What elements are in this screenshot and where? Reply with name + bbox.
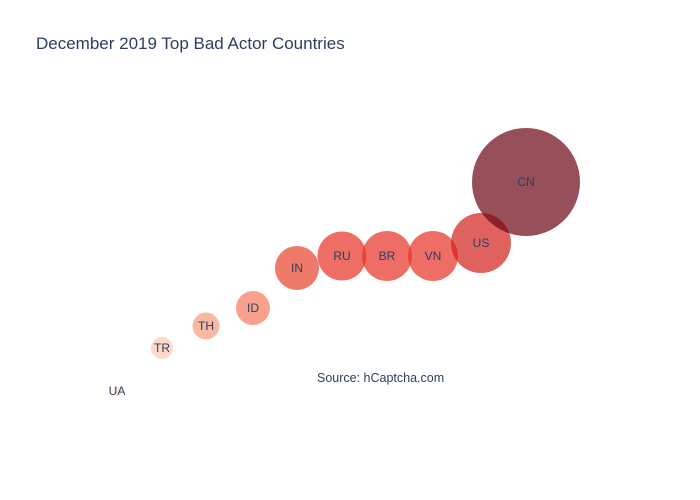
- bubble-vn[interactable]: [408, 231, 458, 281]
- bubble-br[interactable]: [362, 231, 412, 281]
- bubble-in[interactable]: [275, 246, 319, 290]
- chart-title: December 2019 Top Bad Actor Countries: [36, 34, 345, 53]
- bubble-cn[interactable]: [472, 128, 580, 236]
- bubble-tr[interactable]: [151, 337, 173, 359]
- bubble-id[interactable]: [236, 291, 270, 325]
- bubble-ru[interactable]: [317, 231, 367, 281]
- bubble-th[interactable]: [192, 312, 220, 340]
- source-note: Source: hCaptcha.com: [317, 371, 445, 385]
- bubble-ua[interactable]: [112, 386, 122, 396]
- bubble-us[interactable]: [451, 213, 511, 273]
